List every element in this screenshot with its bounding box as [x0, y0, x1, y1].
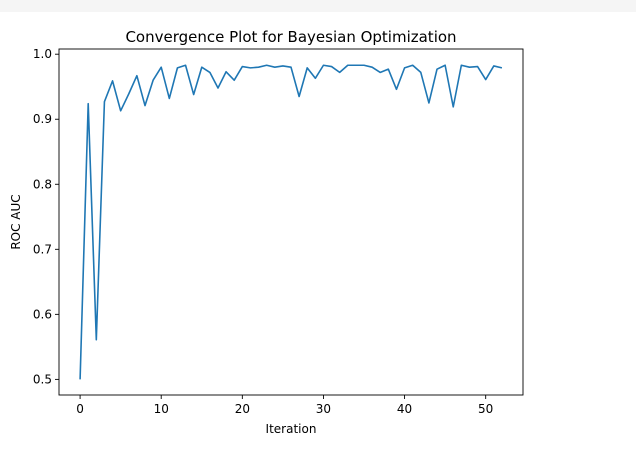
x-tick-label: 30	[316, 402, 331, 416]
x-tick-label: 0	[76, 402, 84, 416]
axes-frame	[58, 48, 524, 396]
x-tick-label: 40	[397, 402, 412, 416]
x-tick-label: 10	[154, 402, 169, 416]
chart-title: Convergence Plot for Bayesian Optimizati…	[125, 28, 456, 46]
y-axis-label: ROC AUC	[9, 194, 23, 249]
window-top-strip	[0, 0, 636, 12]
plot-area: 0 10 20 30 40 50 0.5 0.6 0.7 0.8 0.9 1.0	[33, 47, 524, 416]
y-tick-label: 0.8	[33, 177, 52, 191]
y-tick-label: 0.7	[33, 242, 52, 256]
x-tick-label: 20	[235, 402, 250, 416]
x-tick-label: 50	[478, 402, 493, 416]
y-tick-label: 0.6	[33, 307, 52, 321]
y-tick-label: 0.5	[33, 372, 52, 386]
y-tick-label: 1.0	[33, 47, 52, 61]
y-tick-label: 0.9	[33, 112, 52, 126]
series-line-0	[79, 64, 503, 380]
x-axis-label: Iteration	[266, 422, 317, 436]
